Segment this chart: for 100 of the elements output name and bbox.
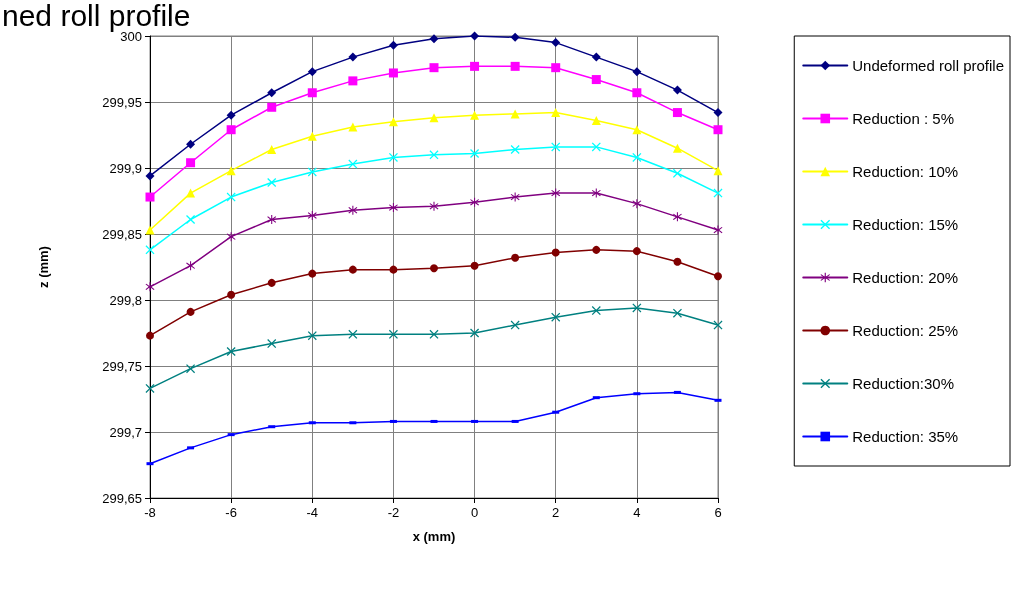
point	[388, 40, 398, 50]
point	[470, 61, 480, 71]
point	[510, 61, 520, 71]
legend-label: Reduction: 35%	[852, 428, 959, 445]
point	[267, 145, 277, 155]
point	[591, 75, 601, 85]
x-tick-label: 0	[470, 505, 479, 520]
point	[267, 278, 276, 287]
point	[430, 264, 438, 273]
point	[511, 253, 520, 262]
point	[429, 201, 439, 211]
point	[592, 245, 601, 254]
point	[388, 68, 398, 78]
point	[672, 308, 682, 318]
point	[591, 115, 601, 125]
point	[632, 199, 642, 209]
point	[470, 110, 480, 120]
point	[672, 108, 682, 118]
point	[632, 247, 641, 256]
point	[307, 67, 317, 77]
point	[145, 225, 155, 235]
point	[591, 188, 601, 198]
point	[429, 329, 439, 339]
point	[267, 339, 277, 349]
point	[551, 38, 561, 48]
point	[307, 88, 317, 98]
y-tick-label: 299,7	[109, 424, 142, 440]
point	[388, 117, 398, 127]
y-tick-label: 299,8	[109, 292, 142, 308]
point	[591, 142, 601, 152]
point	[348, 52, 358, 62]
point	[714, 272, 722, 281]
point	[145, 171, 155, 181]
legend-label: Reduction: 15%	[852, 216, 959, 233]
point	[713, 108, 723, 118]
point	[308, 269, 317, 278]
point	[632, 88, 642, 98]
x-tick-label: -4	[306, 505, 319, 520]
point	[429, 150, 439, 160]
point	[429, 113, 439, 123]
point	[186, 307, 195, 316]
point	[186, 188, 196, 198]
point	[348, 329, 358, 339]
legend-label: Reduction:30%	[852, 375, 954, 392]
point	[348, 265, 357, 274]
point	[429, 34, 439, 44]
point	[551, 248, 560, 257]
point	[551, 108, 561, 118]
point	[672, 143, 682, 153]
x-axis-title: x (mm)	[412, 529, 456, 544]
point	[470, 328, 480, 338]
point	[146, 331, 154, 340]
point	[226, 110, 236, 120]
legend-label: Reduction: 10%	[852, 163, 959, 180]
point	[348, 122, 358, 132]
point	[145, 383, 155, 393]
point	[510, 32, 520, 42]
point	[510, 192, 520, 202]
point	[672, 85, 682, 95]
x-tick-label: -8	[144, 505, 156, 520]
point	[551, 63, 561, 73]
point	[672, 212, 682, 222]
point	[307, 167, 317, 177]
point	[632, 67, 642, 77]
point	[226, 346, 236, 356]
point	[145, 192, 155, 202]
x-tick-label: 4	[633, 505, 641, 520]
point	[307, 131, 317, 141]
legend-label: Reduction: 25%	[852, 322, 959, 339]
point	[551, 142, 561, 152]
point	[632, 152, 642, 162]
point	[510, 145, 520, 155]
point	[348, 205, 358, 215]
point	[145, 282, 155, 292]
point	[186, 261, 196, 271]
point	[267, 88, 277, 98]
point	[307, 211, 317, 221]
point	[226, 192, 236, 202]
point	[267, 214, 277, 224]
point	[713, 225, 723, 235]
point	[470, 261, 479, 270]
point	[226, 125, 236, 135]
point	[348, 159, 358, 169]
y-tick-label: 299,85	[102, 226, 142, 242]
legend-label: Undeformed roll profile	[852, 57, 1005, 74]
point	[226, 232, 236, 242]
point	[267, 102, 277, 112]
point	[591, 306, 601, 316]
point	[389, 265, 398, 274]
point	[226, 166, 236, 176]
y-axis-title: z (mm)	[36, 246, 51, 288]
y-tick-label: 299,75	[102, 358, 142, 374]
y-tick-label: 299,95	[102, 94, 142, 110]
point	[429, 63, 439, 73]
point	[713, 125, 723, 135]
point	[713, 166, 723, 176]
point	[672, 168, 682, 178]
x-tick-label: -6	[225, 505, 237, 520]
point	[186, 158, 196, 168]
y-tick-label: 299,9	[109, 160, 142, 176]
